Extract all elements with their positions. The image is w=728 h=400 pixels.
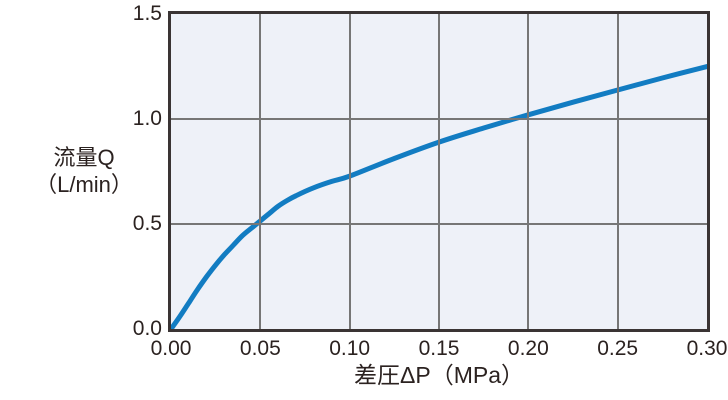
x-tick-label: 0.00	[150, 337, 192, 360]
vertical-gridline	[617, 14, 619, 329]
y-tick-label: 1.5	[132, 2, 162, 25]
y-tick-label: 0.5	[132, 212, 162, 235]
horizontal-gridline	[171, 223, 707, 225]
x-tick-label: 0.20	[507, 337, 549, 360]
y-axis-label: 流量Q （L/min）	[0, 144, 168, 198]
x-tick-label: 0.05	[239, 337, 281, 360]
x-axis-label: 差圧ΔP（MPa）	[354, 362, 524, 388]
y-axis-label-line2: （L/min）	[35, 172, 133, 197]
vertical-gridline	[349, 14, 351, 329]
y-tick-label: 1.0	[132, 107, 162, 130]
vertical-gridline	[438, 14, 440, 329]
x-tick-label: 0.30	[686, 337, 728, 360]
horizontal-gridline	[171, 118, 707, 120]
y-axis-label-line1: 流量Q	[53, 145, 115, 170]
y-tick-label: 0.0	[132, 317, 162, 340]
vertical-gridline	[259, 14, 261, 329]
flow-curve	[171, 64, 707, 329]
x-tick-label: 0.15	[418, 337, 460, 360]
plot-area	[168, 11, 710, 332]
flow-curve-svg	[171, 64, 707, 329]
x-tick-label: 0.25	[597, 337, 639, 360]
vertical-gridline	[527, 14, 529, 329]
x-tick-label: 0.10	[329, 337, 371, 360]
